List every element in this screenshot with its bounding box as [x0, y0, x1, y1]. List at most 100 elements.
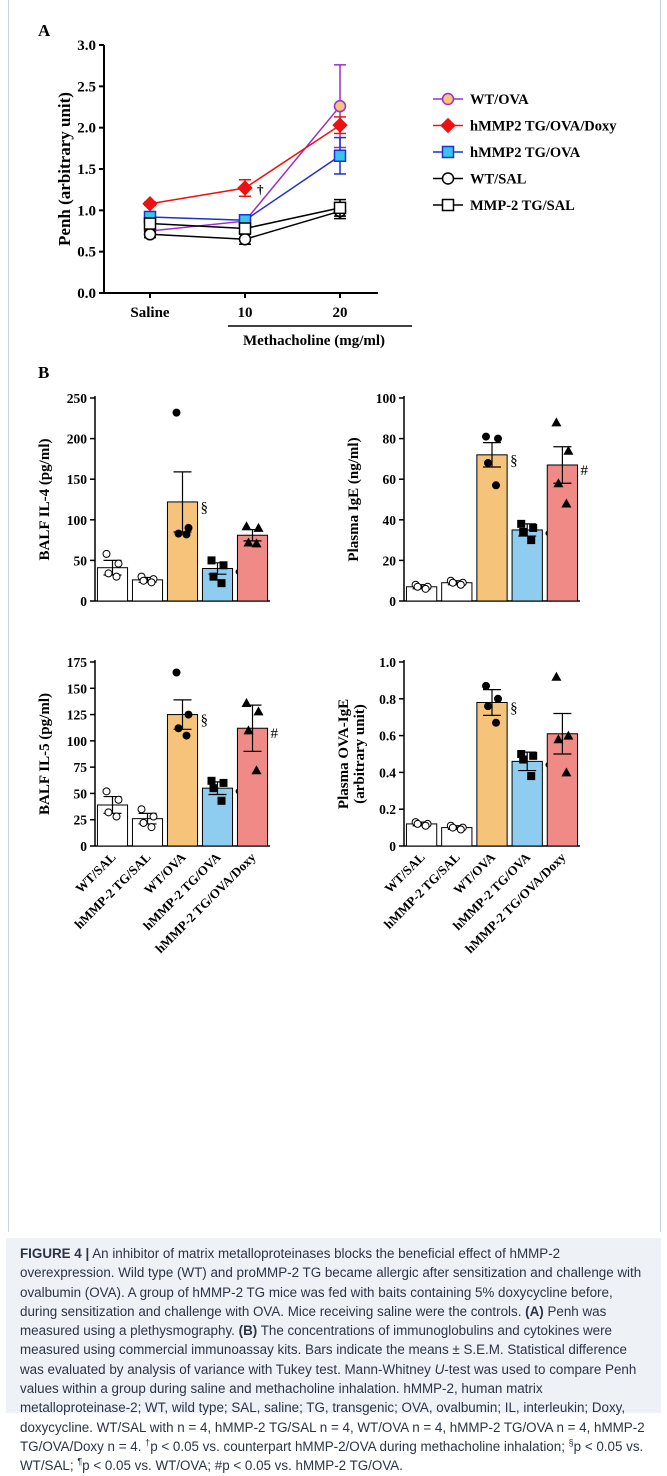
bar-data-point — [241, 698, 252, 708]
penh-y-tick-label: 0.0 — [77, 286, 96, 302]
penh-x-axis-label: Methacholine (mg/ml) — [243, 333, 385, 349]
bar-data-point — [253, 706, 264, 716]
bar — [511, 529, 543, 602]
bar-significance-mark: § — [510, 453, 518, 469]
bar-data-point — [492, 481, 500, 490]
bar-data-point — [139, 818, 148, 827]
bar-data-point — [207, 556, 216, 565]
bar-data-point — [527, 772, 536, 781]
bar-data-point — [102, 787, 111, 796]
bar-y-tick-label: 75 — [74, 760, 88, 775]
bar-y-tick-label: 0.6 — [379, 729, 396, 744]
bar-significance-mark: # — [581, 463, 589, 479]
bar-data-point — [174, 724, 183, 733]
penh-point — [142, 196, 158, 212]
bar — [546, 733, 579, 847]
caption-text-1: An inhibitor of matrix metalloproteinase… — [20, 1246, 642, 1319]
bar-data-point — [182, 731, 191, 740]
bar — [166, 714, 199, 847]
penh-y-tick-label: 3.0 — [77, 38, 96, 54]
penh-x-tick-label: Saline — [130, 305, 170, 321]
bar-data-point — [243, 725, 254, 735]
bar-y-tick-label: 0.4 — [379, 765, 396, 780]
penh-x-tick-label: 20 — [333, 305, 348, 321]
bar-y-tick-label: 80 — [383, 432, 397, 447]
bar-data-point — [219, 778, 228, 787]
bar-data-point — [421, 584, 430, 593]
bar-y-axis-label-line1: Plasma OVA-IgE — [336, 699, 352, 809]
penh-y-tick-label: 1.5 — [77, 162, 96, 178]
bar-data-point — [172, 668, 181, 677]
bar-data-point — [482, 681, 490, 690]
bar — [476, 454, 508, 602]
bar-data-point — [207, 776, 216, 785]
bar-y-axis-label-line2: (arbitrary unit) — [352, 704, 368, 804]
penh-point — [332, 117, 348, 133]
bar-data-point — [253, 522, 264, 532]
penh-legend-label: hMMP2 TG/OVA — [470, 145, 581, 161]
bar-data-point — [147, 578, 156, 587]
bar-data-point — [243, 537, 254, 547]
bar-data-point — [217, 796, 226, 805]
bar-data-point — [484, 702, 492, 711]
bar-data-point — [517, 750, 526, 758]
bar-data-point — [551, 671, 562, 681]
bar-data-point — [104, 569, 113, 578]
bar-y-tick-label: 150 — [67, 681, 88, 696]
penh-legend-marker — [441, 92, 455, 106]
caption-b-text: The concentrations of immunoglobulins an… — [20, 1323, 627, 1377]
bar-y-tick-label: 40 — [383, 513, 397, 528]
caption-b-label: (B) — [238, 1323, 258, 1339]
bar-data-point — [553, 478, 564, 488]
bar-y-tick-label: 1.0 — [379, 655, 396, 670]
bar-data-point — [494, 434, 502, 443]
bar-data-point — [184, 523, 193, 532]
panel-label-b: B — [38, 363, 49, 382]
bar-data-point — [413, 819, 422, 828]
bar-y-tick-label: 250 — [67, 391, 88, 406]
bar-y-tick-label: 60 — [383, 472, 397, 487]
bar-y-tick-label: 150 — [67, 472, 88, 487]
penh-point — [143, 217, 157, 230]
penh-legend-marker — [441, 172, 455, 185]
bar-data-point — [492, 718, 500, 727]
bar-y-tick-label: 175 — [67, 655, 88, 670]
bar-data-point — [561, 767, 572, 777]
figure-svg: A B 0.0 0.5 1.0 1.5 2.0 2.5 3.0 Saline 10 20 Metha… — [37, 21, 617, 956]
caption-a-label: (A) — [525, 1303, 544, 1319]
bar-y-axis-label: BALF IL-4 (pg/ml) — [37, 439, 53, 561]
bar-data-point — [251, 538, 262, 548]
bar-y-tick-label: 0 — [389, 594, 396, 609]
bar-data-point — [209, 784, 218, 793]
ova-ige-bar-chart: 0 0.2 0.4 0.6 0.8 1.0 Plasma OVA-IgE (arbitrary… — [336, 655, 580, 956]
bar-data-point — [114, 559, 123, 568]
bar-data-point — [494, 694, 502, 703]
bar-y-tick-label: 100 — [67, 513, 88, 528]
penh-legend-marker — [441, 198, 455, 212]
bar-data-point — [149, 812, 158, 821]
caption-stat-3: p < 0.05 vs. WT/OVA; #p < 0.05 vs. hMMP-… — [82, 1458, 403, 1474]
bar-y-tick-label: 100 — [376, 391, 397, 406]
bar-y-tick-label: 0.2 — [379, 802, 396, 817]
penh-point — [143, 228, 157, 241]
bar-data-point — [147, 823, 156, 832]
penh-line-chart: 0.0 0.5 1.0 1.5 2.0 2.5 3.0 Saline 10 20 Methachol… — [55, 38, 617, 349]
bar-y-axis-label: BALF IL-5 (pg/ml) — [37, 693, 53, 815]
bar-data-point — [112, 812, 121, 821]
penh-point — [237, 180, 253, 196]
bar-y-tick-label: 125 — [67, 708, 88, 723]
bar-data-point — [448, 578, 457, 587]
bar-data-point — [413, 582, 422, 591]
bar-data-point — [561, 498, 572, 508]
penh-dagger-annotation: † — [257, 182, 264, 197]
bar-data-point — [448, 823, 457, 832]
figure-caption: FIGURE 4 | An inhibitor of matrix metall… — [6, 1238, 661, 1473]
caption-stat-1: p < 0.05 vs. counterpart hMMP-2/OVA duri… — [150, 1438, 565, 1454]
penh-legend-label: WT/OVA — [470, 92, 529, 108]
bar-y-tick-label: 50 — [74, 553, 88, 568]
bar-significance-mark: # — [271, 726, 279, 742]
panel-label-a: A — [38, 21, 51, 40]
